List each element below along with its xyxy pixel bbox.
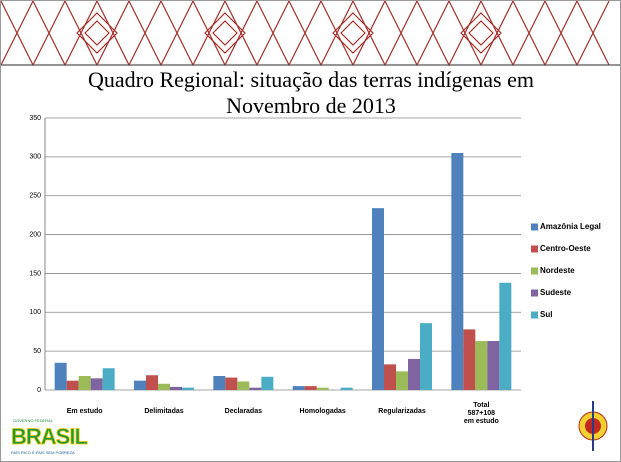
legend-label: Nordeste (540, 266, 575, 275)
x-tick-label: Declaradas (225, 408, 262, 415)
bar (475, 341, 488, 390)
legend-label: Centro-Oeste (540, 244, 591, 253)
bar (102, 368, 115, 390)
bar (292, 386, 305, 390)
legend-label: Sudeste (540, 288, 572, 297)
bar (134, 380, 146, 390)
bar (304, 386, 317, 390)
legend-label: Sul (540, 310, 552, 319)
x-tick-label: Em estudo (67, 408, 103, 415)
y-tick-label: 100 (29, 309, 41, 316)
bar (158, 383, 170, 390)
bar (261, 376, 274, 390)
x-tick-label: Total 587+108 em estudo (464, 402, 499, 425)
bar (316, 387, 329, 390)
x-tick-label: Homologadas (300, 408, 346, 415)
bar (384, 364, 396, 390)
emblem (578, 401, 608, 451)
y-tick-label: 350 (29, 115, 41, 122)
logo: GOVERNO FEDERAL BRASIL PAÍS RICO É PAÍS … (11, 418, 89, 455)
y-tick-label: 300 (29, 154, 41, 161)
bar (90, 378, 103, 390)
bar (66, 380, 79, 390)
chart-title: Quadro Regional: situação das terras ind… (88, 67, 534, 118)
bar (146, 375, 158, 390)
logo-name: BRASIL (11, 424, 87, 449)
legend-swatch (531, 267, 538, 275)
header-pattern (1, 1, 620, 67)
bar (170, 386, 182, 390)
x-tick-label: Delimitadas (144, 408, 183, 415)
legend-label: Amazônia Legal (540, 222, 601, 231)
bar (463, 329, 476, 390)
bar (182, 387, 194, 390)
legend-swatch (531, 289, 538, 297)
bar (408, 358, 420, 390)
bar (451, 152, 464, 390)
y-tick-label: 250 (29, 193, 41, 200)
bar (54, 362, 67, 390)
bar (396, 371, 408, 390)
legend-swatch (531, 223, 538, 231)
legend-swatch (531, 245, 538, 253)
logo-top: GOVERNO FEDERAL (13, 418, 54, 423)
bar (372, 208, 384, 390)
y-tick-label: 0 (37, 387, 41, 394)
x-tick-label: Regularizadas (378, 408, 426, 415)
y-tick-label: 150 (29, 270, 41, 277)
bar (237, 381, 250, 390)
bar (340, 387, 353, 390)
logo-slogan: PAÍS RICO É PAÍS SEM POBREZA (11, 450, 75, 455)
y-tick-label: 200 (29, 231, 41, 238)
bar (420, 323, 432, 390)
bar (249, 387, 262, 390)
legend-swatch (531, 311, 538, 319)
bar (213, 376, 226, 390)
y-tick-label: 50 (33, 348, 41, 355)
bar (78, 376, 91, 390)
bar (225, 377, 238, 390)
bar (499, 282, 512, 390)
bar (487, 341, 500, 390)
